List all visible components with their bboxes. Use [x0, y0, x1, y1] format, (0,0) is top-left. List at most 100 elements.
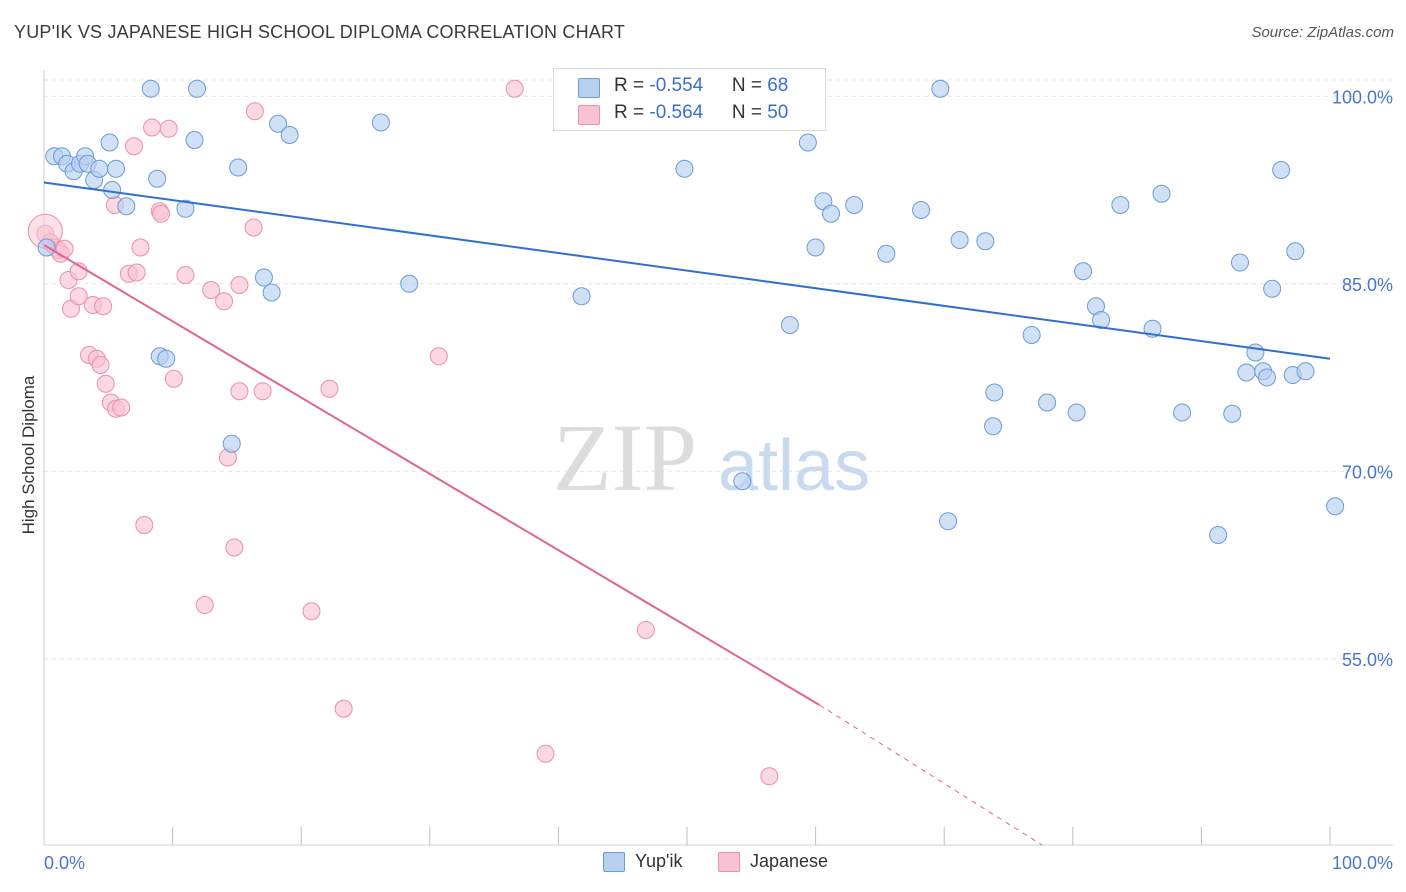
japanese-point	[253, 382, 272, 401]
japanese-point	[536, 744, 555, 763]
yupik-point	[100, 133, 119, 152]
source-credit: Source: ZipAtlas.com	[1251, 24, 1394, 41]
yupik-point	[845, 196, 864, 214]
y-tick-label: 85.0%	[1342, 275, 1393, 295]
yupik-point	[117, 197, 136, 216]
yupik-point	[141, 79, 160, 98]
x-ticks	[172, 827, 1331, 845]
legend: Yup'ik Japanese	[0, 851, 1406, 877]
japanese-point	[164, 369, 183, 388]
yupik-point	[798, 133, 817, 152]
japanese-point	[125, 137, 144, 156]
yupik-point	[572, 287, 591, 306]
x-tick-label: 100.0%	[1332, 853, 1393, 873]
y-tick-labels: 55.0% 70.0% 85.0% 100.0%	[1332, 87, 1393, 670]
r-label: R =	[614, 75, 650, 96]
yupik-point	[931, 79, 950, 98]
yupik-point	[976, 232, 995, 251]
yupik-point	[1067, 403, 1086, 422]
yupik-point	[188, 79, 207, 98]
yupik-point	[939, 512, 958, 531]
yupik-point	[103, 181, 122, 199]
watermark-atlas: atlas	[718, 426, 870, 506]
yupik-point	[877, 244, 896, 263]
japanese-point	[96, 374, 115, 393]
japanese-point	[135, 516, 154, 534]
x-tick-label: 0.0%	[44, 853, 85, 873]
yupik-point	[1209, 526, 1228, 544]
legend-label-yupik: Yup'ik	[635, 851, 683, 871]
japanese-point	[636, 621, 655, 639]
yupik-trend-line	[43, 181, 1331, 360]
yupik-point	[229, 158, 248, 177]
yupik-point	[107, 159, 126, 178]
japanese-point	[334, 699, 353, 718]
japanese-point	[131, 238, 150, 257]
yupik-point	[675, 159, 694, 178]
yupik-point	[1092, 311, 1111, 329]
chart-title: YUP'IK VS JAPANESE HIGH SCHOOL DIPLOMA C…	[14, 22, 626, 42]
n-value: 68	[767, 75, 789, 96]
yupik-point	[371, 113, 390, 132]
yupik-point	[780, 316, 799, 334]
japanese-point	[302, 602, 321, 621]
yupik-point	[1257, 368, 1276, 387]
n-label: N =	[731, 102, 768, 123]
stats-box: R = -0.554 N = 68 R = -0.564 N = 50	[553, 68, 826, 131]
yupik-point	[950, 231, 969, 249]
japanese-point	[225, 538, 244, 557]
yupik-point	[222, 434, 241, 453]
yupik-point	[262, 283, 281, 302]
yupik-point	[1246, 343, 1265, 362]
japanese-point	[429, 347, 448, 366]
yupik-point	[400, 274, 419, 293]
yupik-point	[1223, 404, 1242, 423]
r-value: -0.554	[649, 75, 704, 96]
yupik-point	[280, 126, 299, 144]
yupik-point	[1022, 326, 1041, 344]
y-tick-label: 55.0%	[1342, 650, 1393, 670]
yupik-point	[1038, 393, 1057, 412]
japanese-point	[69, 287, 88, 306]
yupik-point	[269, 114, 288, 133]
japanese-legend-swatch	[718, 851, 740, 872]
watermark: ZIP atlas	[553, 404, 870, 511]
yupik-point	[984, 417, 1003, 436]
japanese-point	[127, 263, 146, 282]
yupik-point	[148, 169, 167, 188]
watermark-zip: ZIP	[553, 404, 697, 511]
yupik-point	[1230, 253, 1249, 272]
japanese-point	[91, 356, 110, 374]
japanese-point	[94, 297, 113, 316]
yupik-point	[90, 159, 109, 178]
legend-item-yupik[interactable]: Yup'ik	[603, 851, 682, 872]
japanese-point	[152, 204, 171, 223]
legend-item-japanese[interactable]: Japanese	[718, 851, 828, 872]
yupik-point	[157, 349, 176, 368]
yupik-point	[1272, 161, 1291, 179]
japanese-point	[159, 119, 178, 138]
japanese-point	[505, 79, 524, 98]
axes	[43, 70, 1393, 846]
japanese-point	[195, 596, 214, 614]
stats-text: R = -0.564 N = 50	[614, 102, 788, 124]
japanese-point	[244, 218, 263, 237]
yupik-point	[254, 268, 273, 287]
stats-text: R = -0.554 N = 68	[614, 75, 788, 97]
yupik-point	[1111, 196, 1130, 214]
n-label: N =	[731, 75, 768, 96]
japanese-point	[760, 767, 779, 786]
japanese-point	[230, 382, 249, 401]
yupik-swatch	[578, 78, 600, 98]
yupik-point	[985, 383, 1004, 402]
yupik-point	[176, 199, 195, 218]
japanese-point	[215, 292, 234, 311]
yupik-point	[912, 201, 931, 219]
japanese-point	[202, 281, 221, 299]
yupik-points	[37, 79, 1345, 544]
yupik-legend-swatch	[603, 851, 625, 872]
japanese-trend-line	[43, 244, 820, 706]
yupik-point	[1237, 363, 1256, 382]
r-value: -0.564	[649, 102, 704, 123]
